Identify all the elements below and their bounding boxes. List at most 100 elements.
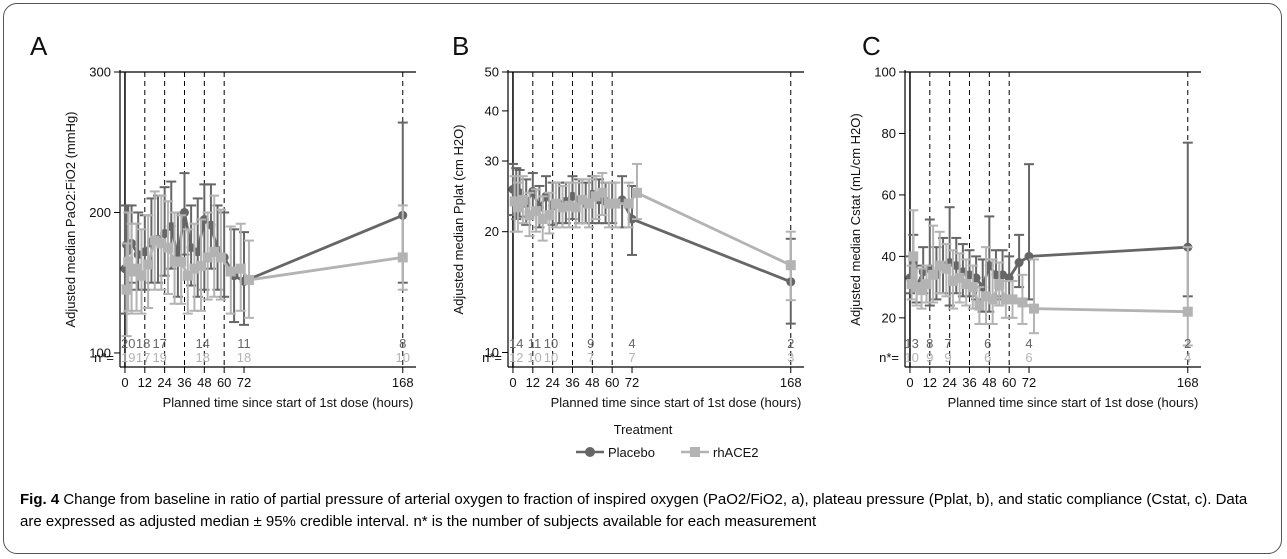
x-tick-label: 12 <box>923 375 937 390</box>
x-tick-label: 0 <box>906 375 913 390</box>
data-point <box>1000 294 1011 305</box>
y-tick-label: 40 <box>882 249 896 264</box>
legend-marker-rhace2 <box>690 447 700 457</box>
n-count-rhace2: 17 <box>136 350 150 365</box>
x-tick-label: 36 <box>962 375 976 390</box>
data-point <box>1028 303 1039 314</box>
data-point <box>176 256 187 267</box>
x-axis-label: Planned time since start of 1st dose (ho… <box>948 395 1199 410</box>
series-placebo <box>904 141 1193 313</box>
x-tick-label: 168 <box>1177 375 1199 390</box>
panel-letter: B <box>452 31 469 61</box>
data-point <box>947 275 958 286</box>
data-point <box>243 274 254 285</box>
data-point <box>981 291 992 302</box>
n-count-placebo: 4 <box>1025 336 1032 351</box>
legend-marker-placebo <box>585 447 595 457</box>
x-tick-label: 24 <box>157 375 171 390</box>
data-point <box>584 198 595 209</box>
n-count-placebo: 7 <box>944 336 951 351</box>
data-point <box>623 198 634 209</box>
n-count-rhace2: 7 <box>628 350 635 365</box>
y-tick-label: 20 <box>882 310 896 325</box>
data-point <box>984 261 994 271</box>
n-count-rhace2: 3 <box>787 350 794 365</box>
y-axis-label: Adjusted median PaO2:FiO2 (mmHg) <box>63 111 78 327</box>
y-tick-label: 60 <box>882 187 896 202</box>
n-count-rhace2: 18 <box>237 350 251 365</box>
x-tick-label: 24 <box>942 375 956 390</box>
n-count-placebo: 20 <box>121 336 135 351</box>
data-point <box>162 242 173 253</box>
legend-label-placebo: Placebo <box>608 445 655 460</box>
data-point <box>166 222 176 232</box>
n-count-rhace2: 19 <box>121 350 135 365</box>
panel-letter: C <box>862 31 881 61</box>
x-tick-label: 0 <box>121 375 128 390</box>
data-point <box>934 260 945 271</box>
legend-title: Treatment <box>614 422 673 437</box>
data-point <box>121 284 132 295</box>
y-axis-label: Adjusted median Pplat (cm H2O) <box>451 124 466 314</box>
n-count-rhace2: 12 <box>509 350 523 365</box>
data-point <box>544 210 555 221</box>
data-point <box>1017 297 1028 308</box>
y-tick-label: 40 <box>485 103 499 118</box>
n-label: n*= <box>94 350 114 365</box>
n-label: n*= <box>482 350 502 365</box>
n-count-rhace2: 9 <box>926 350 933 365</box>
data-point <box>908 251 919 262</box>
data-point <box>550 198 561 209</box>
n-count-rhace2: 10 <box>544 350 558 365</box>
data-point <box>570 202 581 213</box>
data-point <box>1014 258 1024 268</box>
y-tick-label: 300 <box>89 65 111 80</box>
data-point <box>140 247 150 257</box>
y-tick-label: 30 <box>485 154 499 169</box>
n-count-placebo: 17 <box>152 336 166 351</box>
x-tick-label: 12 <box>138 375 152 390</box>
data-point <box>209 246 220 257</box>
data-point <box>186 243 196 253</box>
data-point <box>123 256 134 267</box>
data-point <box>921 279 932 290</box>
data-point <box>631 187 642 198</box>
y-tick-label: 20 <box>485 224 499 239</box>
data-point <box>202 252 213 263</box>
x-tick-label: 48 <box>585 375 599 390</box>
data-point <box>928 269 939 280</box>
panel-a: A 100 200 300 0 12 24 36 48 60 72 168 Planned time s… <box>30 31 416 410</box>
x-tick-label: 12 <box>526 375 540 390</box>
data-point <box>603 198 614 209</box>
legend: Treatment Placebo rhACE2 <box>576 422 759 460</box>
figure-frame <box>3 3 1282 554</box>
data-point <box>225 266 236 277</box>
data-point <box>987 294 998 305</box>
data-point <box>1182 306 1193 317</box>
data-point <box>193 247 203 257</box>
y-tick-label: 200 <box>89 205 111 220</box>
data-point <box>597 187 608 198</box>
n-count-rhace2: 6 <box>1025 350 1032 365</box>
data-point <box>1007 294 1018 305</box>
x-tick-label: 36 <box>177 375 191 390</box>
data-point <box>156 238 167 249</box>
n-count-rhace2: 10 <box>527 350 541 365</box>
y-tick-label: 10 <box>485 345 499 360</box>
data-point <box>954 272 965 283</box>
n-count-rhace2: 18 <box>195 350 209 365</box>
n-count-rhace2: 4 <box>1184 350 1191 365</box>
n-count-placebo: 10 <box>544 336 558 351</box>
n-count-placebo: 9 <box>587 336 594 351</box>
data-point <box>971 273 981 283</box>
series-rhace2 <box>121 190 408 338</box>
data-point <box>590 191 601 202</box>
series-placebo <box>507 162 796 325</box>
data-point <box>235 263 246 274</box>
data-point <box>517 194 528 205</box>
n-count-placebo: 11 <box>528 336 542 351</box>
legend-label-rhace2: rhACE2 <box>713 445 759 460</box>
x-axis-label: Planned time since start of 1st dose (ho… <box>551 395 802 410</box>
y-tick-label: 100 <box>874 65 896 80</box>
